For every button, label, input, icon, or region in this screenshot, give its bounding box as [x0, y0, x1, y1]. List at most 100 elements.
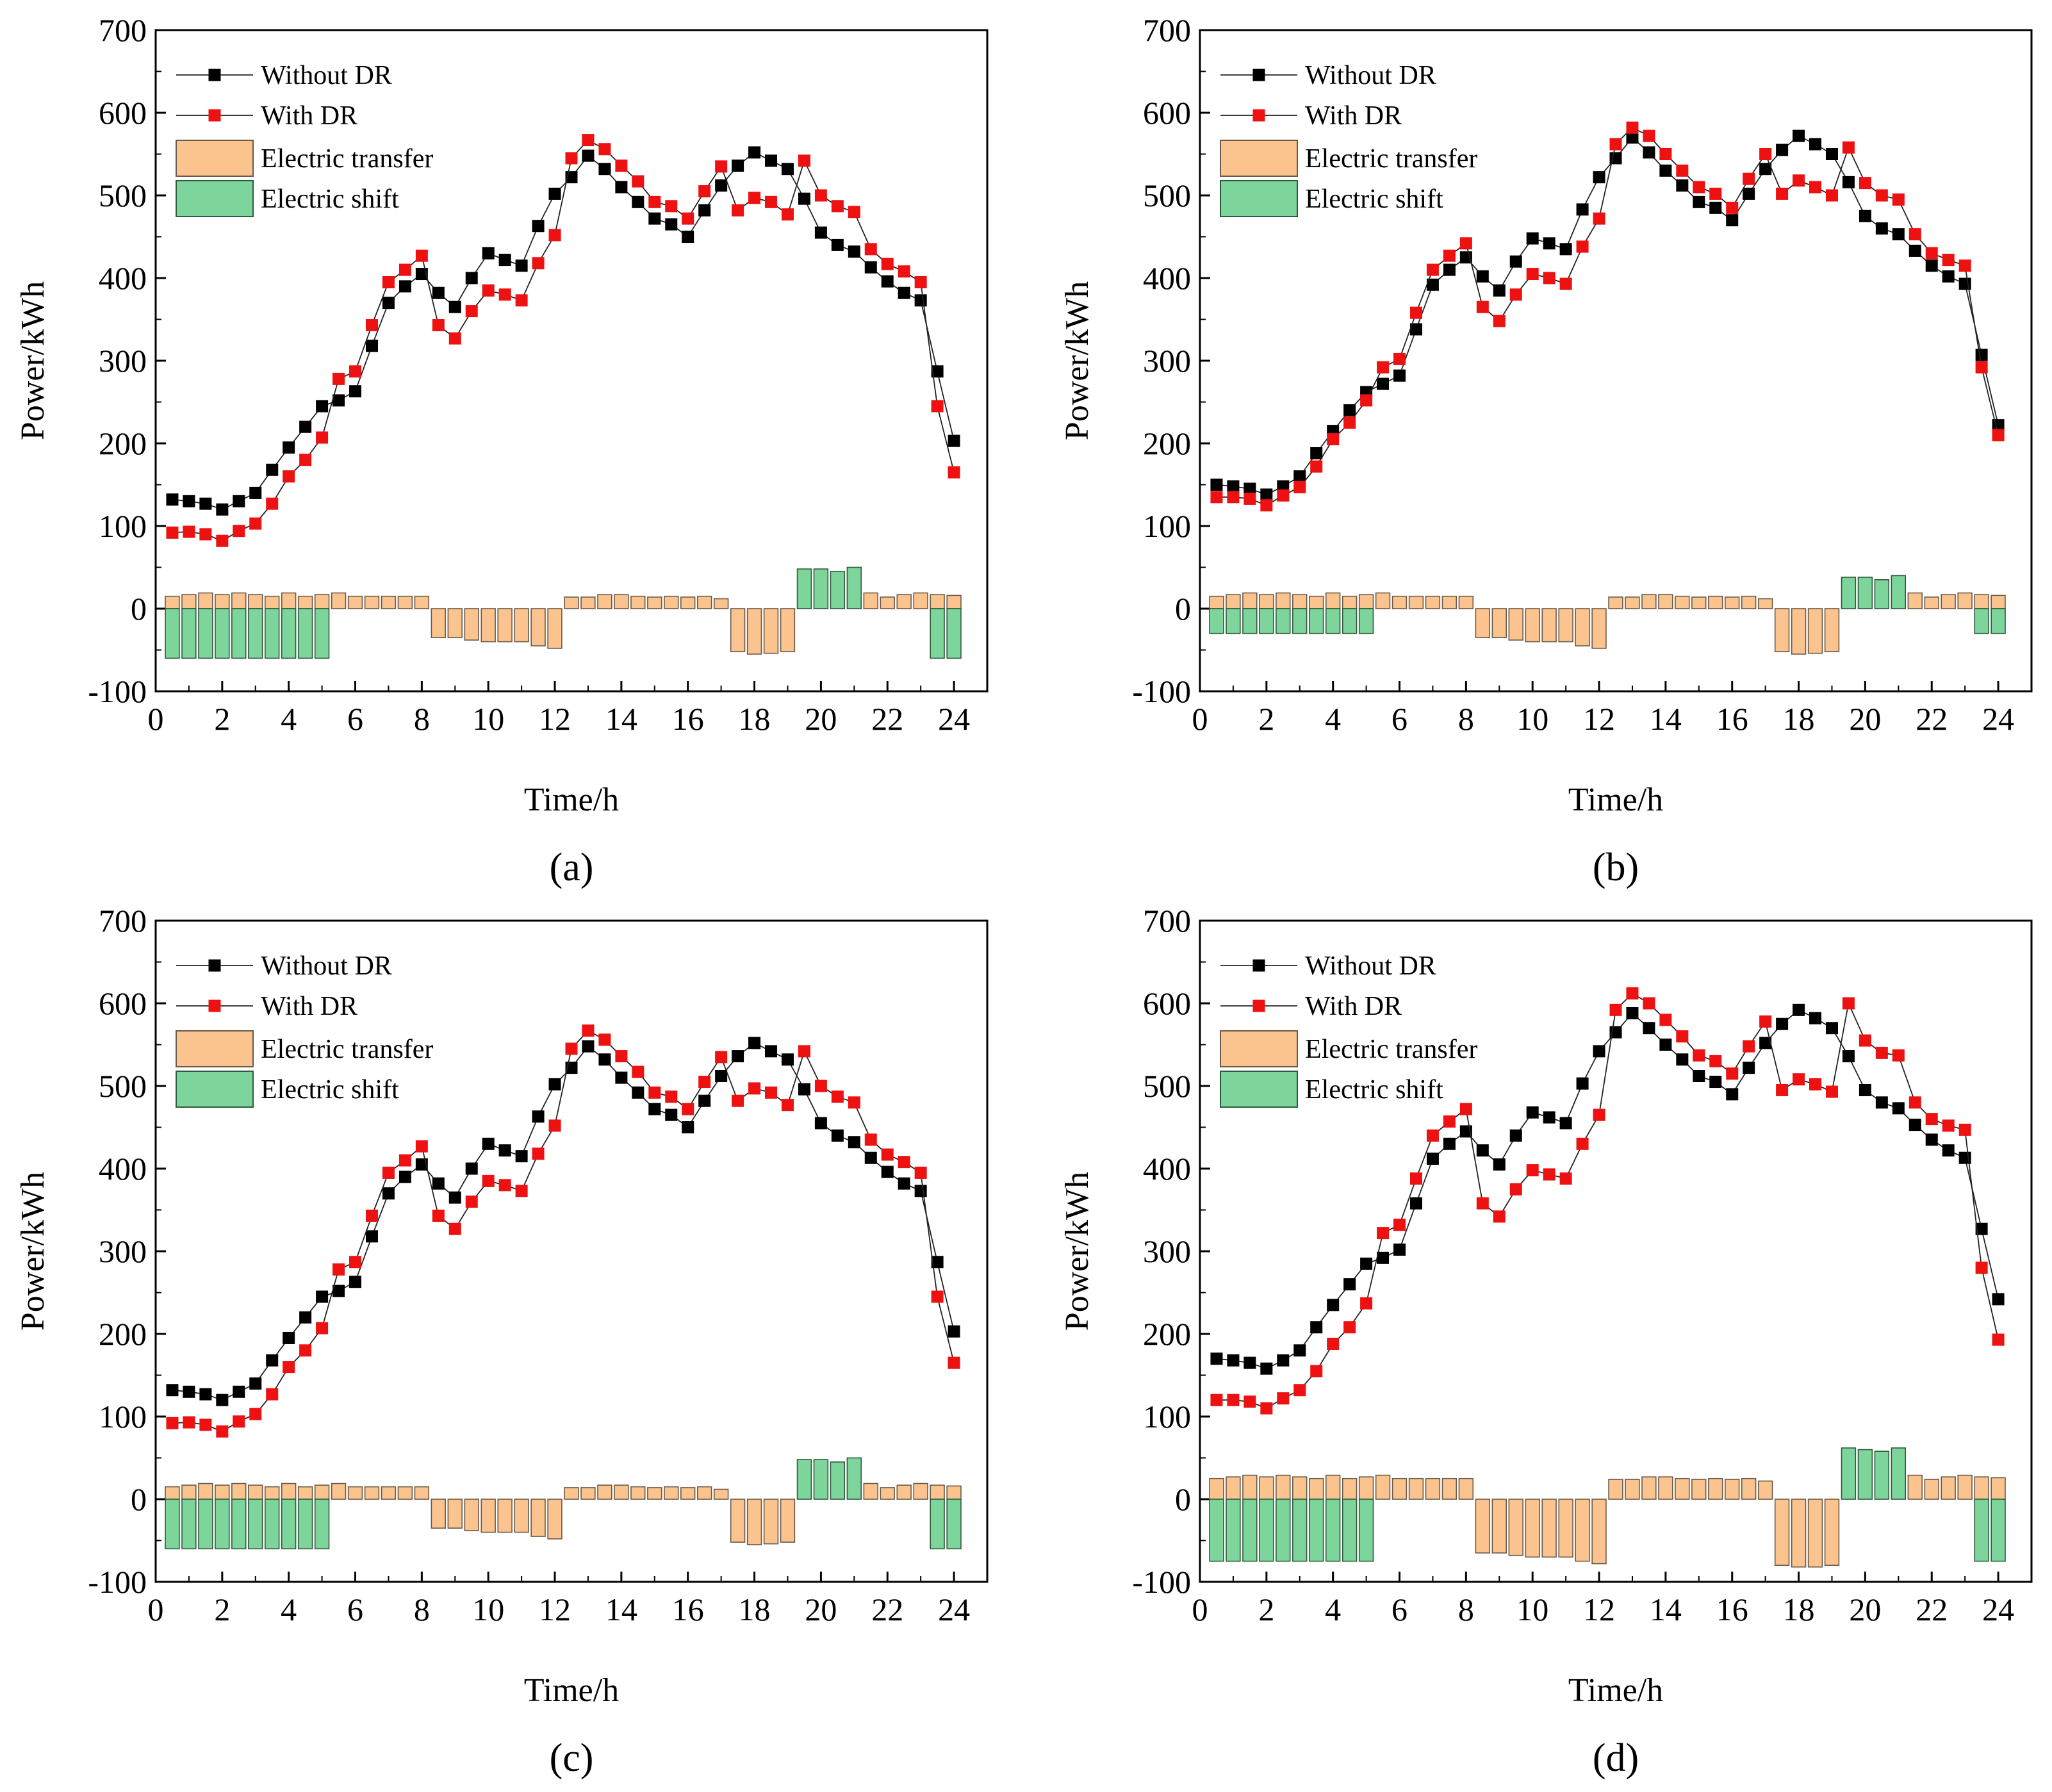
- bar-electric-transfer: [1391, 1477, 1408, 1500]
- point-with-dr: [532, 1147, 545, 1160]
- point-with-dr: [1975, 1262, 1988, 1274]
- point-with-dr: [1426, 1129, 1439, 1142]
- point-with-dr: [831, 200, 844, 213]
- bar-electric-transfer: [281, 592, 297, 609]
- point-without-dr: [1343, 404, 1356, 416]
- point-without-dr: [1493, 284, 1506, 297]
- bar-electric-transfer: [1658, 1476, 1673, 1500]
- point-with-dr: [715, 1051, 728, 1064]
- legend-swatch-electric-shift: [1220, 1071, 1298, 1108]
- point-without-dr: [1975, 349, 1988, 361]
- point-without-dr: [1244, 482, 1256, 495]
- bar-electric-shift: [231, 1499, 247, 1550]
- bar-electric-transfer: [181, 1484, 197, 1500]
- x-tick-label: 22: [871, 1591, 903, 1627]
- bar-electric-shift: [248, 608, 263, 659]
- y-tick-label: 500: [99, 177, 147, 213]
- point-with-dr: [1227, 1393, 1240, 1406]
- y-tick-label: 0: [131, 1481, 147, 1517]
- bar-electric-transfer: [331, 592, 347, 609]
- bar-electric-transfer: [930, 594, 945, 609]
- point-without-dr: [398, 1171, 411, 1183]
- bar-electric-shift: [930, 608, 945, 659]
- bar-electric-shift: [930, 1499, 945, 1550]
- point-with-dr: [1825, 189, 1838, 202]
- bar-electric-transfer: [297, 595, 313, 609]
- point-without-dr: [1210, 479, 1223, 491]
- bar-electric-shift: [846, 566, 862, 609]
- y-tick-label: 600: [1143, 95, 1191, 131]
- bar-electric-transfer: [1791, 1499, 1807, 1568]
- point-without-dr: [781, 163, 794, 176]
- point-without-dr: [1809, 1012, 1822, 1024]
- point-without-dr: [332, 1285, 345, 1297]
- point-with-dr: [1892, 1049, 1905, 1062]
- point-without-dr: [898, 286, 910, 299]
- point-without-dr: [1310, 447, 1323, 459]
- point-without-dr: [1244, 1356, 1256, 1369]
- point-without-dr: [1526, 232, 1539, 245]
- bar-electric-shift: [265, 1499, 280, 1550]
- bar-electric-transfer: [1342, 595, 1358, 609]
- x-tick-label: 6: [347, 1591, 363, 1627]
- bar-electric-transfer: [1757, 598, 1773, 609]
- bar-electric-shift: [1874, 1451, 1890, 1500]
- point-with-dr: [1942, 1119, 1955, 1132]
- point-with-dr: [382, 1166, 395, 1179]
- bar-electric-shift: [165, 608, 180, 659]
- x-tick-label: 10: [1516, 1591, 1548, 1627]
- point-with-dr: [1809, 181, 1822, 193]
- bar-electric-transfer: [480, 1499, 496, 1533]
- point-without-dr: [881, 275, 894, 288]
- y-tick-label: 0: [1175, 1481, 1191, 1517]
- point-without-dr: [1476, 1144, 1489, 1157]
- point-without-dr: [1293, 470, 1306, 483]
- x-axis-title: Time/h: [1568, 782, 1663, 818]
- point-with-dr: [532, 257, 545, 270]
- point-without-dr: [1643, 1022, 1655, 1035]
- point-with-dr: [283, 1361, 295, 1374]
- point-without-dr: [598, 163, 611, 176]
- point-with-dr: [266, 497, 279, 510]
- bar-electric-shift: [1358, 608, 1374, 634]
- bar-electric-transfer: [1325, 1474, 1341, 1500]
- bar-electric-transfer: [215, 1484, 230, 1500]
- bar-electric-transfer: [431, 608, 447, 638]
- bar-electric-transfer: [1508, 608, 1523, 641]
- bar-electric-transfer: [1907, 1474, 1923, 1500]
- point-with-dr: [498, 288, 511, 301]
- bar-electric-transfer: [497, 608, 513, 643]
- panel-label: (b): [1593, 846, 1639, 889]
- point-with-dr: [1659, 1014, 1672, 1026]
- bar-electric-transfer: [713, 1488, 729, 1500]
- point-without-dr: [166, 1384, 179, 1397]
- bar-electric-transfer: [1458, 595, 1474, 609]
- point-with-dr: [199, 528, 212, 541]
- bar-electric-shift: [1342, 608, 1358, 634]
- point-without-dr: [365, 1230, 378, 1243]
- x-tick-label: 16: [672, 1591, 704, 1627]
- point-with-dr: [1709, 187, 1722, 200]
- x-tick-label: 22: [1916, 1591, 1948, 1627]
- point-with-dr: [266, 1388, 279, 1401]
- point-without-dr: [1942, 270, 1955, 283]
- x-tick-label: 4: [1325, 701, 1341, 737]
- point-with-dr: [1310, 460, 1323, 473]
- point-with-dr: [1260, 1402, 1273, 1415]
- point-with-dr: [432, 1210, 445, 1222]
- bar-electric-transfer: [530, 608, 546, 646]
- point-without-dr: [1825, 148, 1838, 160]
- point-with-dr: [1958, 1123, 1971, 1136]
- bar-electric-transfer: [880, 1487, 895, 1500]
- bar-electric-transfer: [946, 595, 962, 609]
- y-axis-title: Power/kWh: [1059, 281, 1096, 440]
- point-with-dr: [515, 1185, 528, 1197]
- point-without-dr: [1908, 1119, 1921, 1131]
- point-with-dr: [748, 1082, 761, 1095]
- legend-label-with-dr: With DR: [261, 992, 357, 1021]
- point-with-dr: [1393, 1219, 1406, 1231]
- point-with-dr: [648, 1086, 661, 1099]
- point-without-dr: [216, 1393, 229, 1406]
- point-without-dr: [233, 495, 245, 507]
- legend-swatch-electric-shift: [176, 1071, 254, 1108]
